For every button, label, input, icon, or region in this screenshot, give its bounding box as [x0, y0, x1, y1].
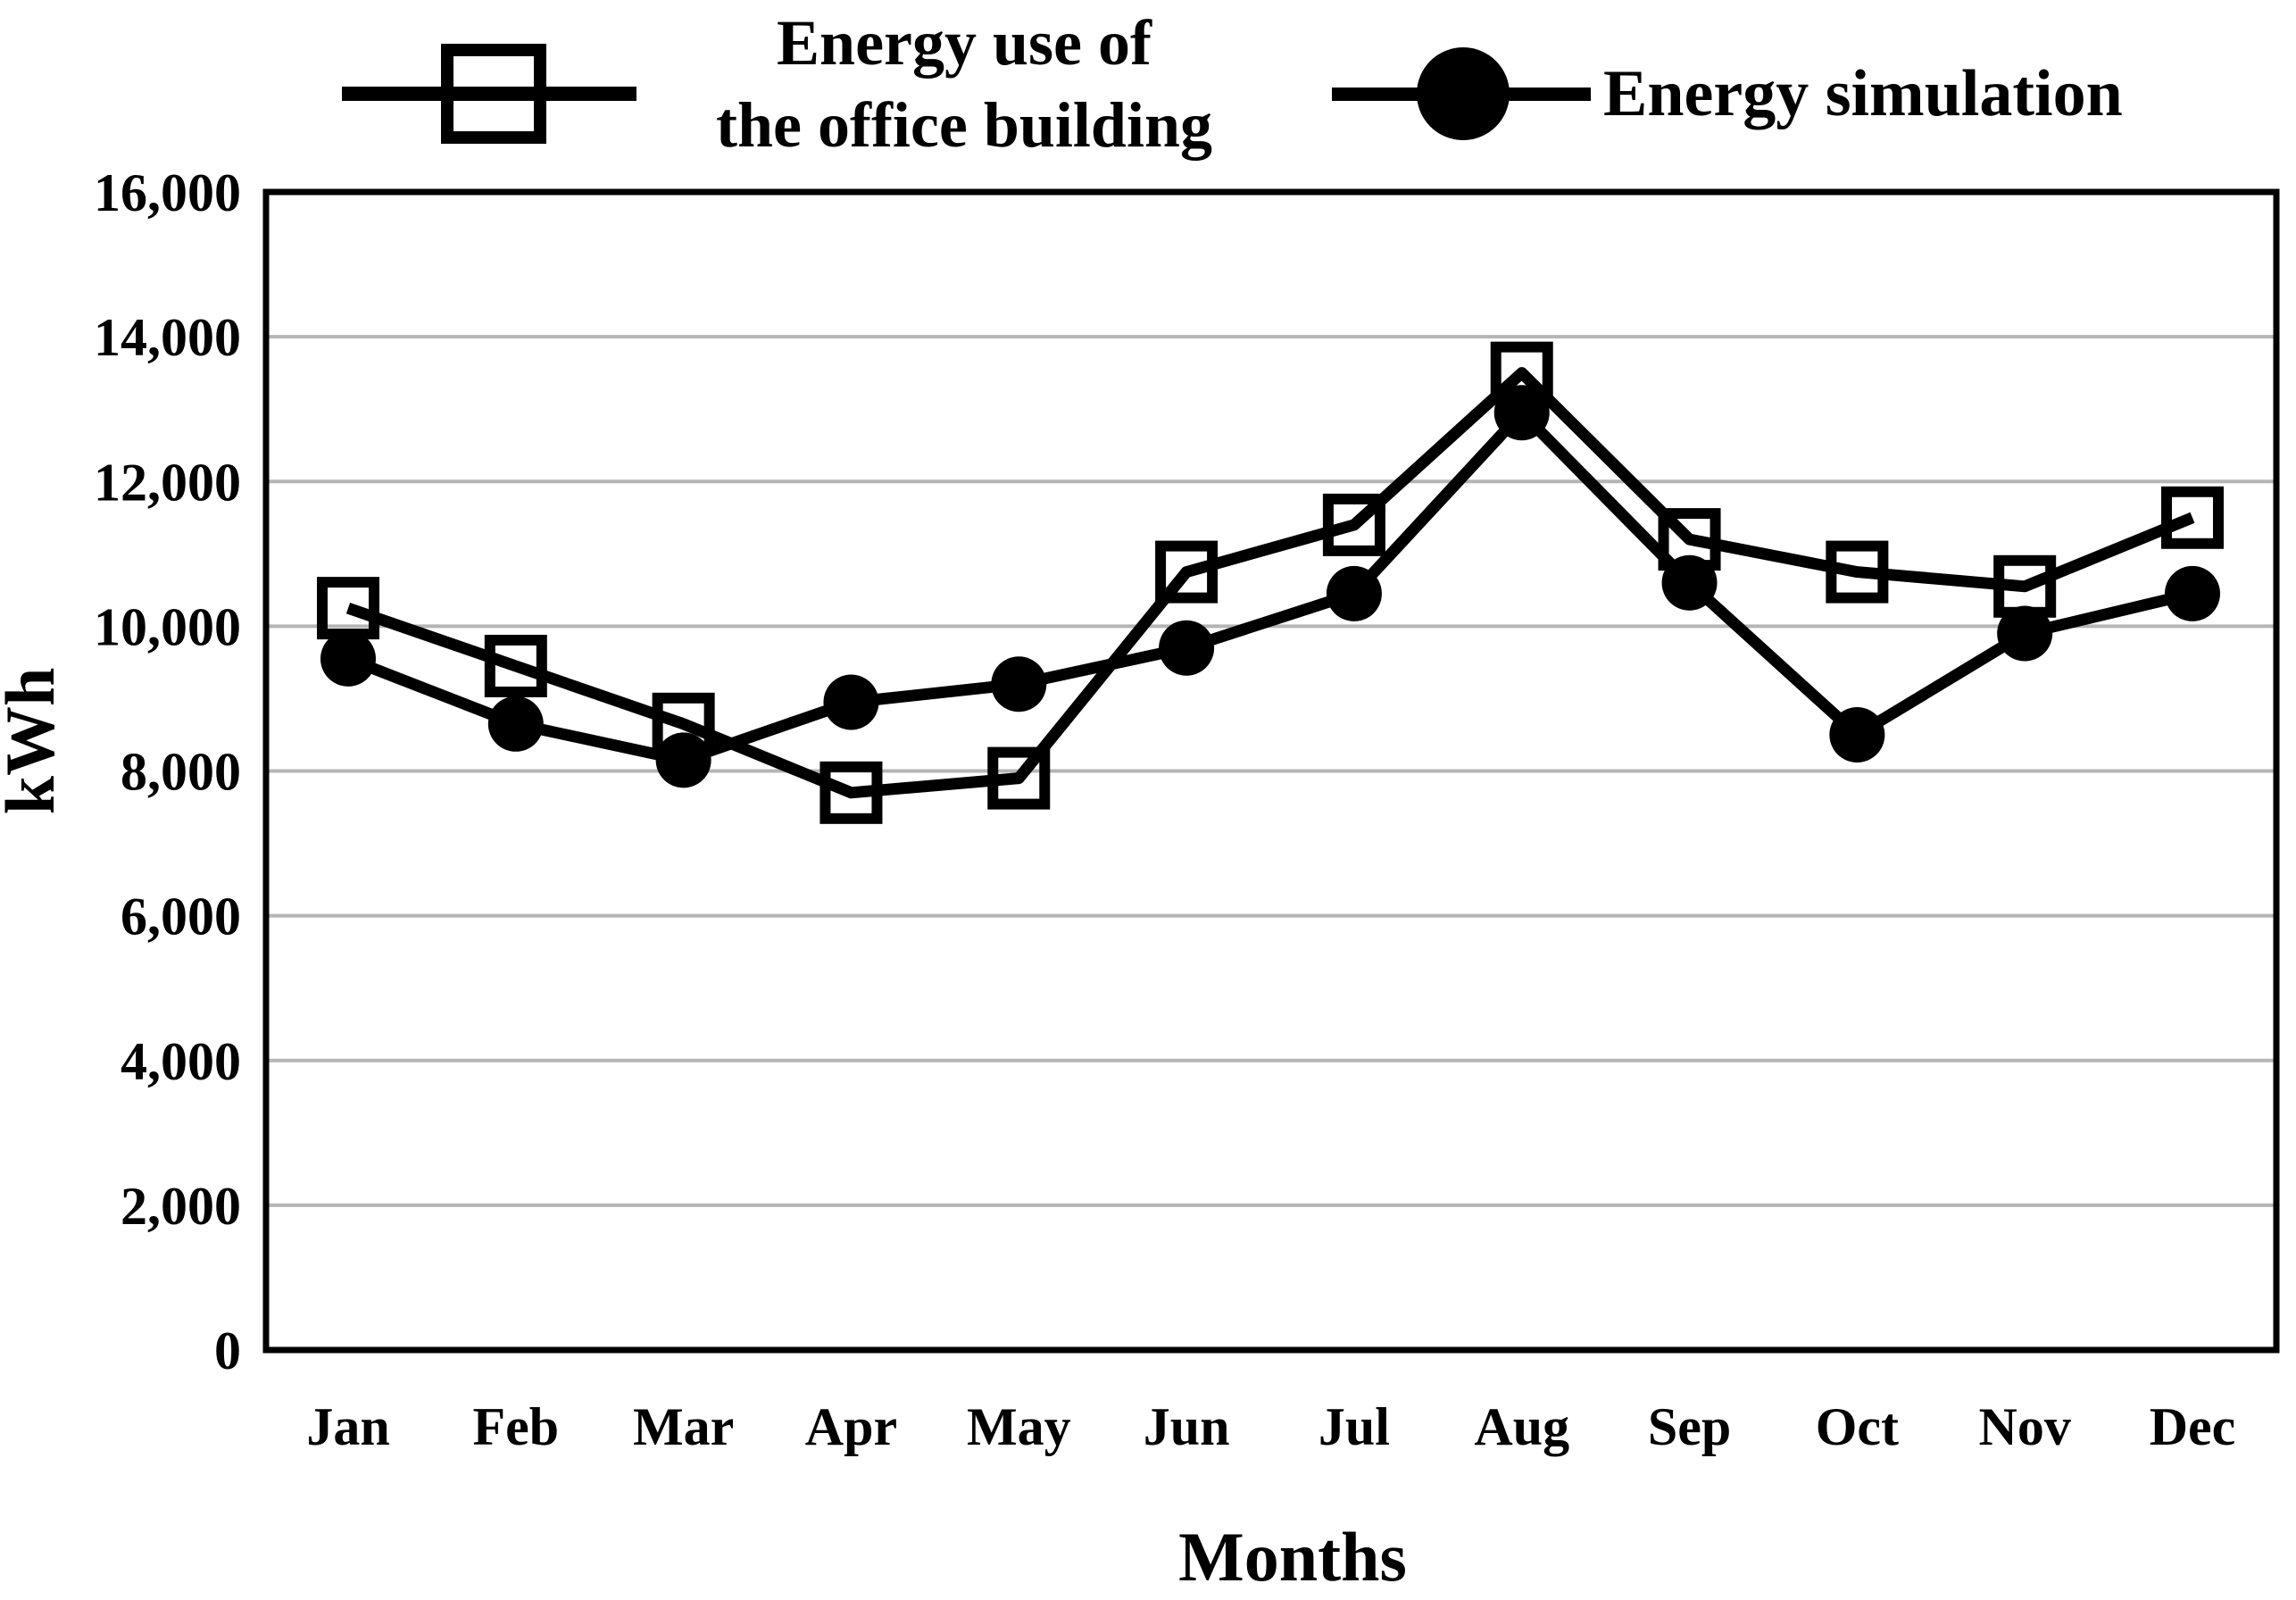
- marker-filled-circle: [991, 656, 1047, 712]
- marker-open-square: [1155, 540, 1219, 604]
- legend-label-energy-simulation: Energy simulation: [1603, 57, 2123, 130]
- y-tick-label: 0: [214, 1321, 241, 1380]
- y-tick-label: 4,000: [121, 1032, 241, 1091]
- marker-open-square: [2161, 486, 2224, 549]
- x-tick-label: Jan: [306, 1397, 389, 1456]
- series-line-energy-use: [345, 367, 2195, 799]
- x-tick-label: Jul: [1319, 1397, 1390, 1456]
- x-tick-label: Feb: [472, 1397, 559, 1456]
- x-tick-label: Aug: [1474, 1397, 1569, 1456]
- x-tick-label: Mar: [633, 1397, 734, 1456]
- y-tick-label: 12,000: [94, 453, 241, 512]
- y-tick-label: 6,000: [121, 888, 241, 946]
- y-axis-title: kWh: [0, 668, 69, 815]
- y-tick-label: 2,000: [121, 1177, 241, 1236]
- x-tick-label: Dec: [2150, 1397, 2236, 1456]
- legend-open-square-icon: [441, 44, 546, 144]
- marker-filled-circle: [320, 630, 376, 687]
- marker-open-square: [819, 761, 883, 824]
- marker-filled-circle: [2165, 565, 2220, 621]
- marker-filled-circle: [1997, 605, 2053, 662]
- x-tick-label: Jun: [1144, 1397, 1230, 1456]
- plot-border: [262, 188, 2280, 1354]
- x-tick-label: Nov: [1979, 1397, 2071, 1456]
- marker-filled-circle: [1493, 385, 1550, 441]
- x-tick-label: May: [967, 1397, 1071, 1456]
- marker-open-square: [1322, 493, 1385, 556]
- marker-filled-circle: [1159, 620, 1215, 676]
- marker-filled-circle: [655, 732, 711, 788]
- y-tick-label: 8,000: [121, 743, 241, 802]
- marker-filled-circle: [1829, 706, 1885, 762]
- y-tick-label: 16,000: [94, 163, 241, 222]
- marker-filled-circle: [1326, 565, 1382, 621]
- marker-filled-circle: [823, 674, 879, 730]
- legend-label-energy-use: Energy use of the office building: [715, 7, 1213, 161]
- marker-open-square: [484, 634, 547, 697]
- marker-filled-circle: [1661, 554, 1718, 611]
- legend-line-energy-use: [342, 87, 636, 101]
- x-tick-label: Sep: [1648, 1397, 1731, 1456]
- y-tick-label: 14,000: [94, 308, 241, 367]
- marker-filled-circle: [487, 696, 544, 752]
- x-tick-label: Oct: [1816, 1397, 1899, 1456]
- legend-filled-circle-icon: [1417, 47, 1510, 140]
- marker-open-square: [1826, 540, 1889, 604]
- y-tick-label: 10,000: [94, 597, 241, 656]
- x-axis-title: Months: [1178, 1518, 1407, 1596]
- marker-open-square: [987, 746, 1051, 810]
- x-tick-label: Apr: [805, 1397, 897, 1456]
